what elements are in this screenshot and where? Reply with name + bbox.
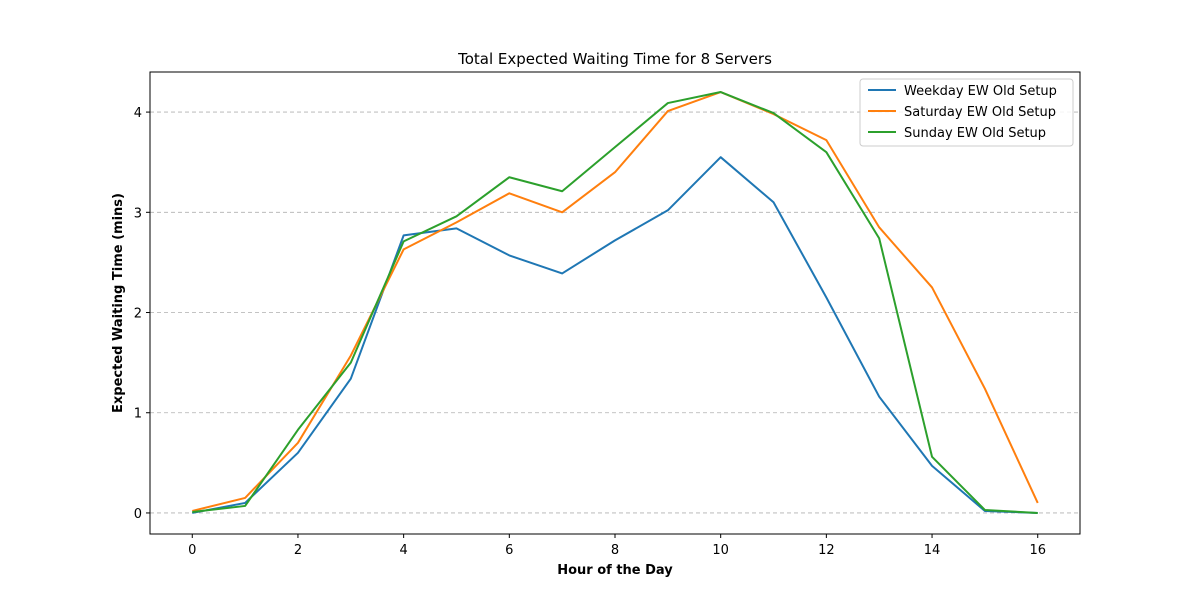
y-tick-label: 4	[134, 106, 142, 121]
legend-label: Weekday EW Old Setup	[904, 84, 1057, 99]
x-tick-label: 4	[399, 543, 407, 558]
y-axis-label: Expected Waiting Time (mins)	[111, 193, 126, 413]
series-line	[192, 91, 1039, 512]
y-tick-label: 0	[134, 507, 142, 522]
x-tick-label: 2	[294, 543, 302, 558]
series-lines	[192, 91, 1039, 514]
x-tick-label: 14	[924, 543, 941, 558]
legend-box	[859, 78, 1074, 147]
x-tick-label: 10	[712, 543, 729, 558]
y-tick-label: 3	[134, 206, 142, 221]
x-tick-label: 16	[1029, 543, 1046, 558]
x-tick-label: 12	[818, 543, 835, 558]
x-axis-label: Hour of the Day	[557, 563, 673, 578]
series-line	[192, 91, 1038, 514]
legend: Weekday EW Old Setup Saturday EW Old Setu…	[859, 78, 1074, 147]
y-tick-label: 2	[134, 307, 142, 322]
x-tick-label: 6	[505, 543, 513, 558]
y-tick-label: 1	[134, 407, 142, 422]
grid-lines	[150, 111, 1080, 514]
x-tick-label: 0	[188, 543, 196, 558]
legend-label: Saturday EW Old Setup	[904, 105, 1056, 120]
legend-label: Sunday EW Old Setup	[904, 126, 1046, 141]
x-tick-label: 8	[611, 543, 619, 558]
chart-title: Total Expected Waiting Time for 8 Server…	[457, 50, 772, 68]
series-line	[192, 156, 1038, 514]
